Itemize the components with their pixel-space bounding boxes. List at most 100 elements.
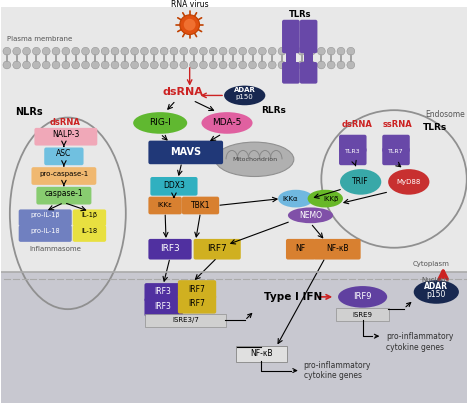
Circle shape (278, 61, 286, 69)
Text: TLR7: TLR7 (388, 149, 404, 154)
Circle shape (318, 47, 325, 55)
Text: TLRs: TLRs (289, 10, 311, 19)
Circle shape (101, 47, 109, 55)
FancyBboxPatch shape (148, 141, 223, 164)
FancyBboxPatch shape (145, 298, 183, 316)
FancyBboxPatch shape (148, 197, 182, 214)
Ellipse shape (338, 286, 387, 307)
FancyBboxPatch shape (286, 239, 315, 260)
Circle shape (318, 61, 325, 69)
Circle shape (180, 15, 200, 35)
Circle shape (249, 47, 256, 55)
FancyBboxPatch shape (382, 147, 410, 165)
FancyBboxPatch shape (339, 147, 366, 165)
FancyBboxPatch shape (18, 210, 72, 226)
FancyBboxPatch shape (73, 225, 106, 242)
FancyBboxPatch shape (282, 62, 300, 84)
FancyBboxPatch shape (336, 307, 389, 322)
Text: ADAR: ADAR (234, 87, 255, 93)
Circle shape (190, 47, 198, 55)
Circle shape (298, 47, 306, 55)
FancyBboxPatch shape (182, 197, 219, 214)
Circle shape (200, 47, 207, 55)
Circle shape (308, 61, 315, 69)
Text: pro-IL-1β: pro-IL-1β (30, 212, 60, 218)
Circle shape (239, 47, 246, 55)
Circle shape (278, 47, 286, 55)
Circle shape (121, 61, 129, 69)
Text: IKKε: IKKε (158, 202, 173, 208)
Circle shape (268, 61, 276, 69)
FancyBboxPatch shape (148, 239, 191, 260)
Text: caspase-1: caspase-1 (45, 189, 83, 197)
Circle shape (111, 47, 119, 55)
Circle shape (288, 61, 296, 69)
Ellipse shape (224, 85, 265, 105)
Text: pro-IL-18: pro-IL-18 (30, 228, 60, 234)
Text: p150: p150 (236, 94, 254, 100)
Circle shape (13, 47, 21, 55)
Text: TRIF: TRIF (352, 177, 369, 187)
Circle shape (72, 61, 80, 69)
Text: NF: NF (296, 244, 306, 253)
Circle shape (52, 47, 60, 55)
Ellipse shape (340, 169, 381, 195)
Text: IRF7: IRF7 (188, 285, 205, 293)
Text: IKKα: IKKα (282, 195, 298, 202)
Circle shape (347, 47, 355, 55)
Circle shape (268, 47, 276, 55)
Text: ADAR: ADAR (424, 282, 448, 291)
Text: Mitochondrion: Mitochondrion (232, 157, 277, 162)
Circle shape (91, 47, 99, 55)
Circle shape (121, 47, 129, 55)
Text: RLRs: RLRs (261, 106, 286, 115)
FancyBboxPatch shape (382, 135, 410, 152)
Circle shape (190, 61, 198, 69)
Circle shape (219, 61, 227, 69)
Circle shape (219, 47, 227, 55)
Circle shape (32, 61, 40, 69)
Text: NALP-3: NALP-3 (52, 130, 80, 139)
Bar (304, 52, 313, 65)
Ellipse shape (201, 112, 253, 134)
Circle shape (210, 61, 217, 69)
Ellipse shape (215, 142, 294, 177)
FancyBboxPatch shape (313, 239, 361, 260)
FancyBboxPatch shape (282, 20, 300, 53)
Text: dsRNA: dsRNA (163, 87, 203, 98)
Circle shape (180, 47, 188, 55)
Circle shape (3, 47, 11, 55)
Text: IL-1β: IL-1β (82, 212, 98, 218)
Text: NEMO: NEMO (299, 211, 322, 220)
Text: Cytoplasm: Cytoplasm (412, 262, 449, 268)
FancyBboxPatch shape (236, 346, 287, 362)
Circle shape (347, 61, 355, 69)
FancyBboxPatch shape (339, 135, 366, 152)
Circle shape (337, 61, 345, 69)
Circle shape (62, 47, 70, 55)
FancyBboxPatch shape (73, 210, 106, 226)
Text: dsRNA: dsRNA (49, 118, 80, 127)
Text: Inflammasome: Inflammasome (29, 246, 81, 252)
Ellipse shape (133, 112, 187, 134)
Text: Plasma membrane: Plasma membrane (7, 36, 72, 42)
Circle shape (170, 61, 178, 69)
Circle shape (160, 47, 168, 55)
Text: dsRNA: dsRNA (341, 120, 372, 129)
Circle shape (150, 61, 158, 69)
Text: IRF9: IRF9 (353, 292, 372, 301)
FancyBboxPatch shape (146, 314, 226, 327)
Circle shape (229, 61, 237, 69)
Circle shape (42, 47, 50, 55)
Circle shape (229, 47, 237, 55)
Circle shape (91, 61, 99, 69)
Text: IRF7: IRF7 (188, 299, 205, 308)
Text: TLRs: TLRs (423, 123, 447, 132)
Text: ssRNA: ssRNA (382, 120, 412, 129)
FancyBboxPatch shape (193, 239, 241, 260)
Text: MAVS: MAVS (170, 147, 201, 158)
FancyBboxPatch shape (178, 280, 216, 299)
Text: ISRE9: ISRE9 (353, 312, 373, 318)
Circle shape (72, 47, 80, 55)
Circle shape (200, 61, 207, 69)
